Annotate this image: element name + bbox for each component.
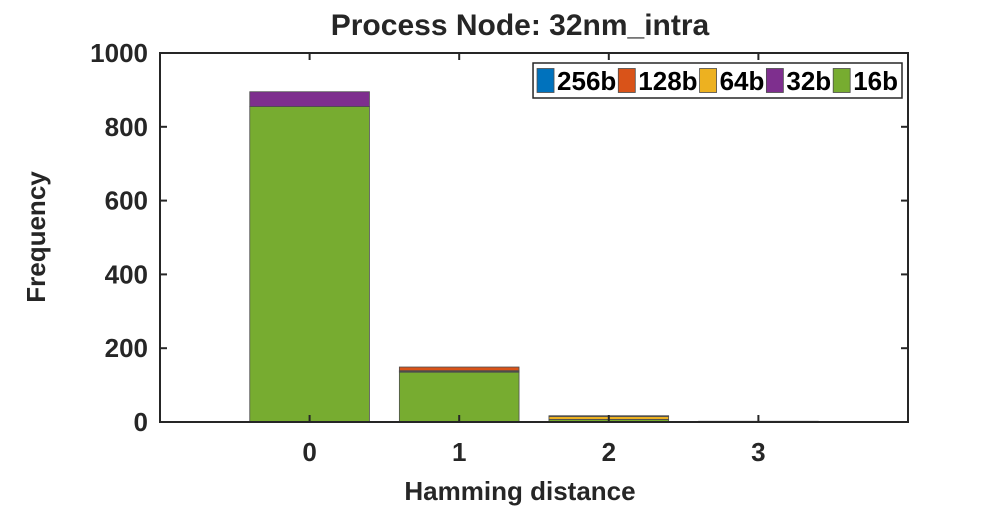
y-tick-label: 800 <box>105 112 148 142</box>
x-axis: 0 1 2 3 <box>302 53 766 467</box>
y-tick-label: 200 <box>105 333 148 363</box>
legend-label-64b: 64b <box>720 66 765 96</box>
y-axis-label: Frequency <box>21 171 51 303</box>
legend-swatch-16b <box>832 68 851 93</box>
legend-label-256b: 256b <box>557 66 616 96</box>
legend: 256b 128b 64b 32b 16b <box>532 62 903 99</box>
y-axis: 0 200 400 600 800 1000 <box>90 38 908 437</box>
bar-16b-cat-0 <box>249 106 370 423</box>
y-tick-label: 0 <box>134 407 148 437</box>
x-tick-label: 0 <box>302 437 316 467</box>
y-tick-label: 400 <box>105 259 148 289</box>
x-axis-label: Hamming distance <box>404 476 635 506</box>
legend-swatch-32b <box>765 68 784 93</box>
legend-label-32b: 32b <box>786 66 831 96</box>
y-tick-label: 1000 <box>90 38 148 68</box>
bar-128b-cat-1 <box>398 366 520 372</box>
legend-label-16b: 16b <box>853 66 898 96</box>
plot-frame <box>159 52 909 423</box>
legend-label-128b: 128b <box>638 66 697 96</box>
x-tick-label: 3 <box>751 437 765 467</box>
y-tick-label: 600 <box>105 186 148 216</box>
bar-16b-cat-1 <box>398 371 520 423</box>
chart-title: Process Node: 32nm_intra <box>331 9 710 42</box>
bar-32b-cat-0 <box>249 91 370 107</box>
x-tick-label: 2 <box>602 437 616 467</box>
legend-swatch-128b <box>617 68 636 93</box>
legend-swatch-64b <box>699 68 717 93</box>
x-tick-label: 1 <box>452 437 466 467</box>
legend-swatch-256b <box>536 68 555 93</box>
